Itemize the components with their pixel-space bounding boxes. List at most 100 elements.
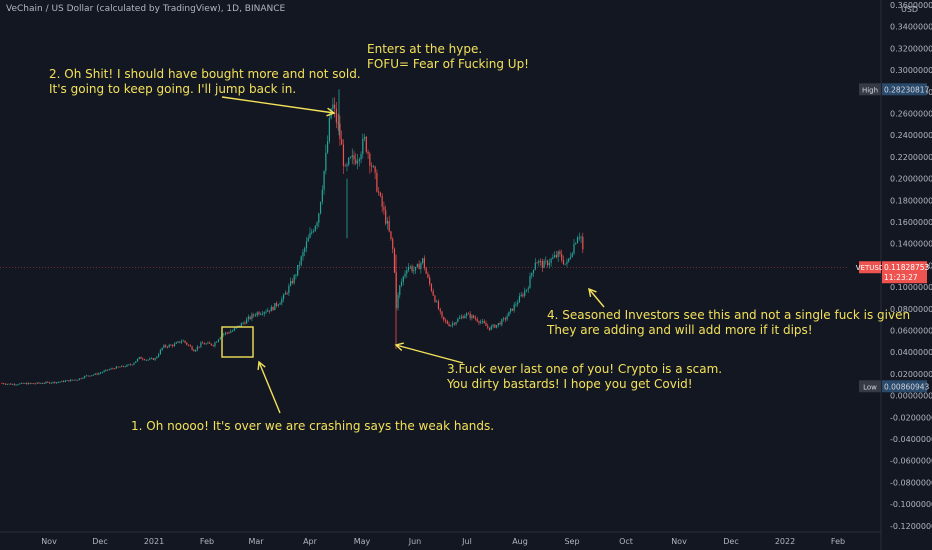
candle-body-18 [33, 383, 35, 385]
candle-body-238 [420, 263, 422, 270]
candle-body-100 [177, 341, 179, 343]
time-axis[interactable]: Nov Dec 2021 Feb Mar Apr May Jun Jul Aug Sep Oct Nov… [41, 537, 845, 546]
candle-body-214 [378, 191, 380, 193]
candle-body-252 [444, 319, 447, 322]
candle-body-254 [448, 323, 450, 327]
candle-body-137 [242, 322, 244, 324]
candle-body-27 [48, 382, 51, 384]
high-price-tag-value: 0.28230817 [884, 85, 930, 94]
currency-label: USD [901, 5, 918, 14]
candle-body-118 [209, 342, 211, 344]
candle-body-322 [568, 258, 570, 262]
low-price-tag-label: Low [863, 383, 877, 391]
candle-body-235 [415, 266, 417, 271]
candle-body-122 [216, 341, 218, 343]
candle-body-251 [443, 316, 445, 320]
candle-body-323 [569, 256, 572, 259]
candle-body-11 [20, 382, 22, 384]
candle-body-273 [481, 321, 484, 322]
candle-body-169 [298, 264, 301, 266]
candle-body-293 [517, 302, 519, 305]
candle-body-284 [501, 319, 503, 325]
candle-body-111 [196, 346, 198, 350]
candle-body-4 [8, 383, 10, 385]
candle-body-221 [390, 231, 392, 239]
candle-body-304 [536, 262, 538, 264]
candle-body-244 [430, 284, 433, 291]
candle-body-326 [575, 243, 577, 245]
annotation-3-line-2: FOFU= Fear of Fucking Up! [367, 57, 529, 71]
candle-body-112 [198, 346, 200, 348]
candle-body-325 [573, 244, 575, 254]
candle-body-99 [175, 342, 177, 344]
high-price-tag-value-bg [882, 83, 927, 96]
annotation-1-line-1: 1. Oh noooo! It's over we are crashing s… [131, 419, 495, 433]
x-tick-label-12: Nov [671, 537, 687, 546]
high-price-tag: High 0.28230817 [859, 83, 930, 96]
candle-body-51 [91, 375, 93, 376]
candle-body-139 [246, 319, 248, 324]
candle-body-237 [418, 264, 420, 270]
candle-body-208 [367, 151, 369, 154]
candle-body-63 [112, 368, 114, 370]
candle-body-55 [98, 373, 100, 375]
candle-body-250 [441, 311, 443, 317]
candle-body-165 [291, 281, 293, 284]
candle-body-279 [492, 324, 494, 327]
candle-body-28 [50, 382, 52, 384]
candle-body-209 [369, 153, 371, 166]
candle-body-180 [318, 213, 320, 223]
candle-body-194 [342, 144, 345, 166]
candle-body-299 [527, 288, 529, 290]
candle-body-241 [425, 267, 427, 274]
candle-body-7 [13, 384, 15, 385]
candle-body-167 [295, 275, 297, 276]
candle-body-52 [92, 374, 95, 376]
candle-body-172 [304, 248, 306, 252]
candle-body-38 [68, 380, 70, 382]
candle-body-274 [483, 321, 485, 324]
candle-body-157 [277, 304, 279, 306]
candle-body-298 [525, 289, 528, 291]
candle-body-44 [78, 378, 81, 380]
candle-body-33 [59, 381, 61, 383]
candle-body-82 [145, 359, 147, 361]
candle-body-22 [40, 383, 42, 384]
candle-body-220 [388, 221, 390, 232]
candle-body-136 [240, 323, 242, 327]
candle-body-48 [85, 375, 88, 377]
low-price-tag-value: 0.00860943 [884, 382, 930, 391]
candle-body-60 [107, 369, 109, 371]
chart-title: VeChain / US Dollar (calculated by Tradi… [6, 4, 286, 14]
candle-body-263 [464, 315, 466, 319]
candle-body-275 [485, 323, 487, 326]
candle-body-313 [552, 257, 554, 259]
candle-body-21 [38, 382, 40, 384]
candle-body-218 [385, 210, 387, 224]
candle-body-292 [515, 304, 517, 306]
candle-body-328 [578, 237, 580, 239]
candle-body-278 [490, 326, 492, 330]
candle-body-236 [416, 264, 418, 267]
x-tick-label-13: Dec [723, 537, 738, 546]
candle-body-193 [341, 139, 343, 145]
annotation-5-line-2: They are adding and will add more if it … [547, 323, 813, 337]
candle-body-225 [397, 295, 399, 309]
x-tick-label-14: 2022 [775, 537, 795, 546]
candle-body-213 [376, 172, 378, 192]
candle-body-258 [455, 322, 457, 325]
candle-body-173 [305, 241, 308, 249]
current-price-tag-value: 0.11828753 [884, 263, 930, 272]
candle-body-160 [283, 294, 285, 299]
candle-body-147 [260, 313, 262, 315]
candle-body-242 [427, 273, 429, 278]
